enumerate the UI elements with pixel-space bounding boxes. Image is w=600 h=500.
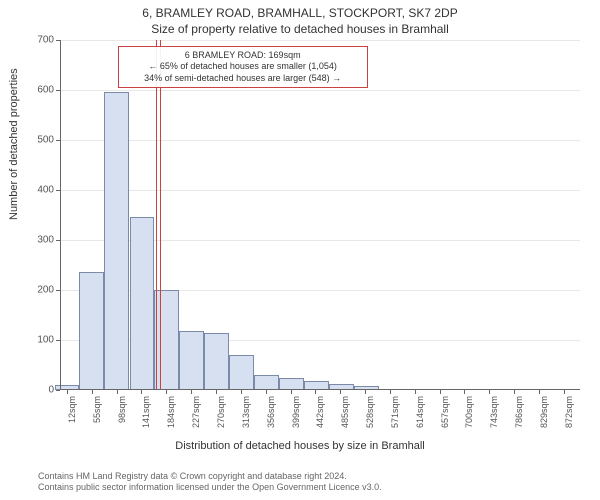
xtick-label: 829sqm (539, 396, 549, 428)
xtick-label: 442sqm (315, 396, 325, 428)
xtick-label: 700sqm (464, 396, 474, 428)
title-subtitle: Size of property relative to detached ho… (0, 22, 600, 36)
gridline (60, 140, 580, 141)
xtick-mark (266, 390, 267, 394)
xtick-mark (141, 390, 142, 394)
xtick-mark (191, 390, 192, 394)
histogram-bar (204, 333, 229, 391)
y-axis-label: Number of detached properties (8, 68, 20, 220)
xtick-mark (415, 390, 416, 394)
x-axis-label: Distribution of detached houses by size … (0, 440, 600, 452)
xtick-mark (365, 390, 366, 394)
chart-container: 6, BRAMLEY ROAD, BRAMHALL, STOCKPORT, SK… (0, 0, 600, 500)
xtick-label: 141sqm (141, 396, 151, 428)
xtick-mark (241, 390, 242, 394)
xtick-label: 528sqm (365, 396, 375, 428)
xtick-label: 872sqm (564, 396, 574, 428)
ytick-label: 700 (37, 35, 54, 46)
histogram-bar (79, 272, 104, 391)
ytick-label: 500 (37, 135, 54, 146)
ytick-label: 200 (37, 285, 54, 296)
xtick-label: 485sqm (340, 396, 350, 428)
xtick-mark (166, 390, 167, 394)
ytick-label: 0 (48, 385, 54, 396)
callout-line3: 34% of semi-detached houses are larger (… (125, 73, 361, 84)
xtick-label: 227sqm (191, 396, 201, 428)
xtick-mark (340, 390, 341, 394)
xtick-mark (464, 390, 465, 394)
histogram-bar (130, 217, 155, 391)
histogram-bar (104, 92, 129, 391)
gridline (60, 40, 580, 41)
xtick-label: 55sqm (92, 396, 102, 423)
xtick-mark (67, 390, 68, 394)
x-axis-line (60, 389, 580, 390)
xtick-mark (514, 390, 515, 394)
xtick-label: 786sqm (514, 396, 524, 428)
histogram-bar (229, 355, 254, 390)
histogram-bar (154, 290, 179, 390)
histogram-bar (179, 331, 204, 390)
title-address: 6, BRAMLEY ROAD, BRAMHALL, STOCKPORT, SK… (0, 6, 600, 20)
xtick-label: 313sqm (241, 396, 251, 428)
footer-attribution: Contains HM Land Registry data © Crown c… (38, 471, 382, 494)
xtick-mark (92, 390, 93, 394)
reference-callout: 6 BRAMLEY ROAD: 169sqm ← 65% of detached… (118, 46, 368, 88)
ytick-label: 300 (37, 235, 54, 246)
xtick-label: 657sqm (440, 396, 450, 428)
xtick-mark (440, 390, 441, 394)
callout-line2: ← 65% of detached houses are smaller (1,… (125, 61, 361, 72)
y-axis-line (60, 40, 61, 390)
xtick-mark (216, 390, 217, 394)
xtick-mark (489, 390, 490, 394)
footer-line2: Contains public sector information licen… (38, 482, 382, 494)
plot-area: 010020030040050060070012sqm55sqm98sqm141… (60, 40, 580, 390)
xtick-label: 356sqm (266, 396, 276, 428)
xtick-label: 12sqm (67, 396, 77, 423)
xtick-label: 614sqm (415, 396, 425, 428)
ytick-label: 600 (37, 85, 54, 96)
xtick-label: 571sqm (390, 396, 400, 428)
ytick-label: 100 (37, 335, 54, 346)
xtick-mark (117, 390, 118, 394)
gridline (60, 90, 580, 91)
xtick-mark (390, 390, 391, 394)
xtick-label: 98sqm (117, 396, 127, 423)
xtick-mark (539, 390, 540, 394)
histogram-bar (254, 375, 279, 390)
xtick-mark (315, 390, 316, 394)
reference-line (156, 40, 157, 390)
gridline (60, 190, 580, 191)
ytick-label: 400 (37, 185, 54, 196)
callout-line1: 6 BRAMLEY ROAD: 169sqm (125, 50, 361, 61)
ytick-mark (56, 390, 60, 391)
xtick-label: 184sqm (166, 396, 176, 428)
footer-line1: Contains HM Land Registry data © Crown c… (38, 471, 382, 483)
xtick-mark (291, 390, 292, 394)
reference-line (160, 40, 161, 390)
xtick-label: 399sqm (291, 396, 301, 428)
xtick-label: 270sqm (216, 396, 226, 428)
xtick-mark (564, 390, 565, 394)
xtick-label: 743sqm (489, 396, 499, 428)
